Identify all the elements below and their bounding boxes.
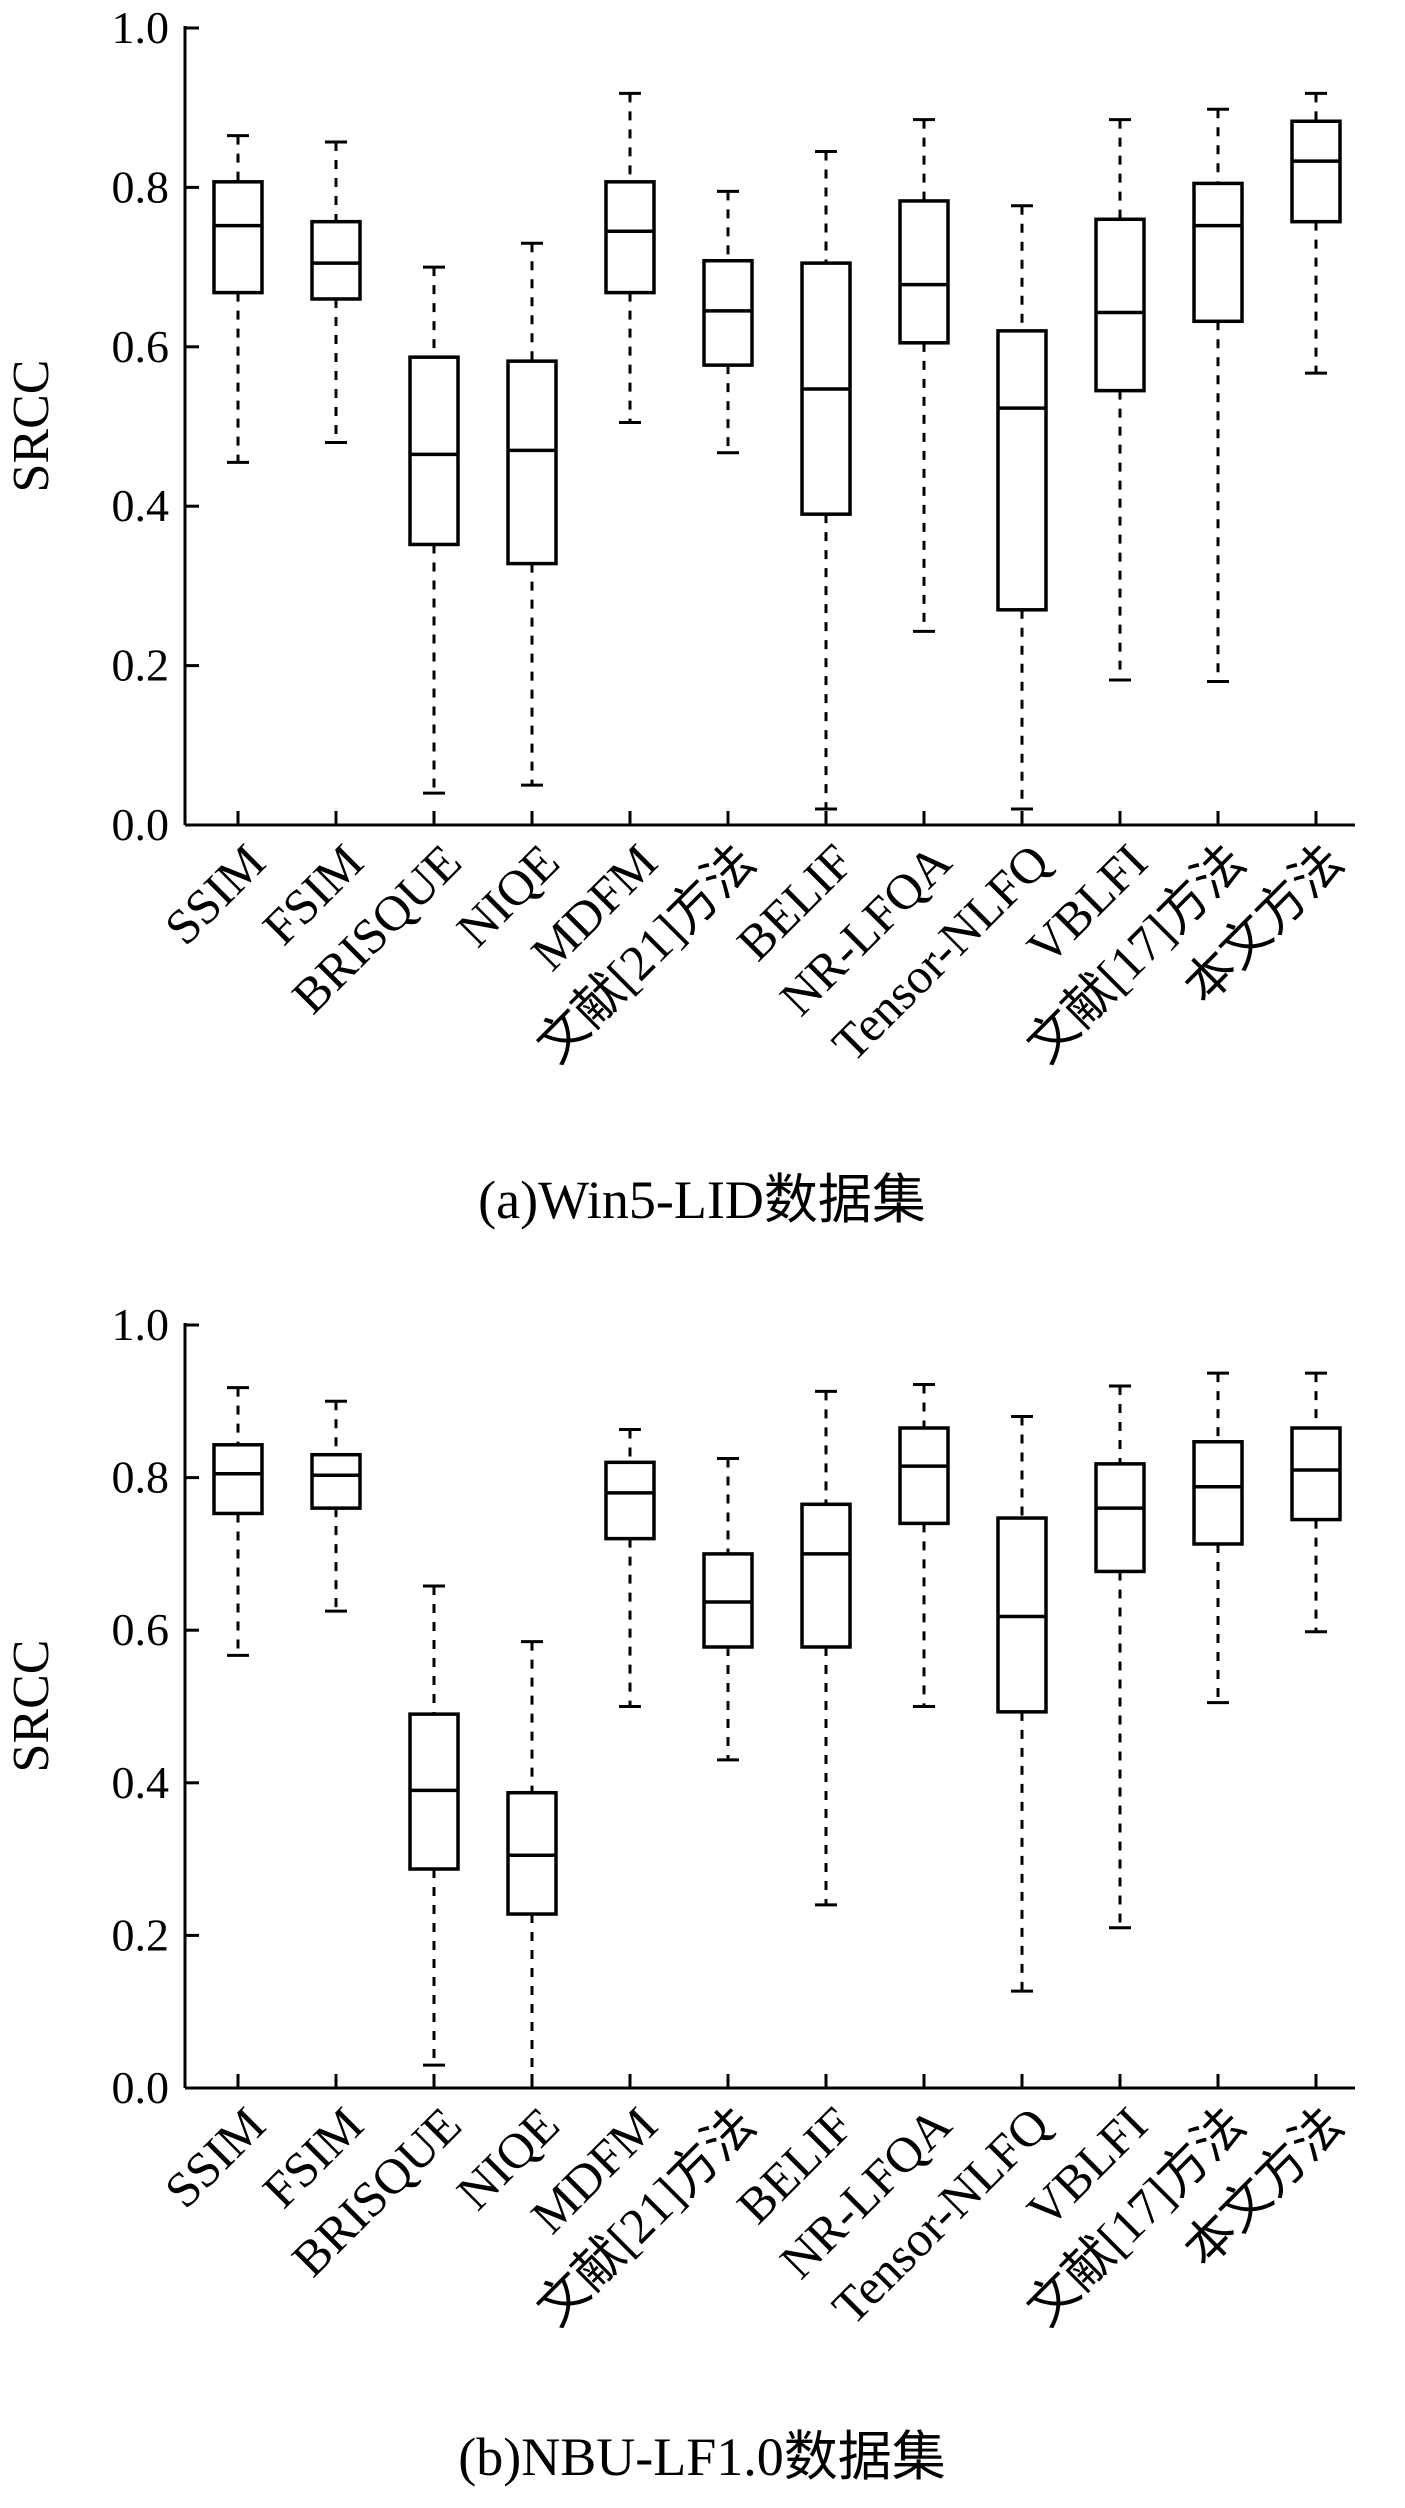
box-1: SSIM	[154, 134, 276, 955]
iqr-box	[212, 180, 264, 295]
x-category-label: SSIM	[154, 2096, 276, 2218]
iqr-box	[310, 1452, 362, 1510]
iqr-box	[408, 355, 460, 547]
box-2: FSIM	[252, 1399, 374, 2218]
y-tick-label: 0.0	[112, 2062, 170, 2113]
y-tick-label: 0.2	[112, 1909, 170, 1960]
iqr-box	[604, 1460, 656, 1541]
iqr-box	[506, 359, 558, 566]
iqr-box	[1094, 217, 1146, 393]
y-tick-label: 0.4	[112, 1757, 170, 1808]
y-tick-label: 0.6	[112, 1604, 170, 1655]
y-tick-label: 0.8	[112, 161, 170, 212]
box-10: VBLFI	[1016, 1384, 1158, 2238]
iqr-box	[1290, 1426, 1342, 1522]
panel-a-win5-lid: 0.00.20.40.60.81.0SRCCSSIMFSIMBRISQUENIQ…	[3, 2, 1355, 1230]
panel-b-nbu-lf: 0.00.20.40.60.81.0SRCCSSIMFSIMBRISQUENIQ…	[3, 1299, 1355, 2487]
iqr-box	[996, 329, 1048, 612]
iqr-box	[212, 1443, 264, 1516]
iqr-box	[310, 219, 362, 301]
y-tick-label: 0.6	[112, 321, 170, 372]
y-axis-title: SRCC	[3, 1640, 60, 1773]
panel-caption: (a)Win5-LID数据集	[478, 1170, 926, 1230]
iqr-box	[898, 199, 950, 345]
iqr-box	[702, 258, 754, 367]
y-tick-label: 1.0	[112, 2, 170, 53]
iqr-box	[800, 1502, 852, 1649]
iqr-box	[1192, 181, 1244, 324]
y-tick-label: 0.4	[112, 480, 170, 531]
y-tick-label: 0.2	[112, 640, 170, 691]
y-tick-label: 0.0	[112, 799, 170, 850]
iqr-box	[1290, 119, 1342, 224]
box-2: FSIM	[252, 140, 374, 955]
box-1: SSIM	[154, 1386, 276, 2218]
box-4: NIQE	[446, 241, 570, 957]
iqr-box	[1094, 1462, 1146, 1574]
y-tick-label: 0.8	[112, 1452, 170, 1503]
panel-caption: (b)NBU-LF1.0数据集	[458, 2427, 945, 2487]
y-axis-title: SRCC	[3, 360, 60, 493]
box-7: BELIF	[726, 1389, 864, 2234]
x-category-label: SSIM	[154, 833, 276, 955]
iqr-box	[604, 180, 656, 295]
y-tick-label: 1.0	[112, 1299, 170, 1350]
iqr-box	[506, 1790, 558, 1916]
iqr-box	[898, 1426, 950, 1526]
iqr-box	[1192, 1439, 1244, 1546]
